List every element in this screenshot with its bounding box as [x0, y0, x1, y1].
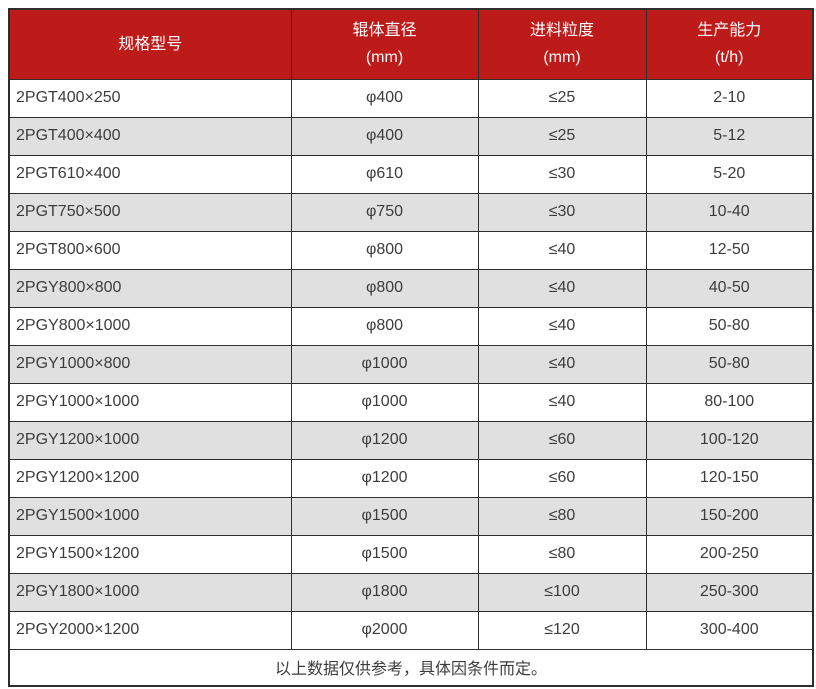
- capacity-cell: 10-40: [645, 192, 814, 232]
- model-cell: 2PGY1500×1000: [8, 496, 292, 536]
- feed-size-cell: ≤80: [477, 534, 647, 574]
- table-row: 2PGY800×800 φ800 ≤40 40-50: [8, 268, 814, 308]
- capacity-cell: 50-80: [645, 344, 814, 384]
- capacity-cell: 5-12: [645, 116, 814, 156]
- header-cell-feed-size: 进料粒度 (mm): [477, 8, 647, 80]
- capacity-cell: 200-250: [645, 534, 814, 574]
- table-row: 2PGY1800×1000 φ1800 ≤100 250-300: [8, 572, 814, 612]
- model-cell: 2PGY1500×1200: [8, 534, 292, 574]
- header-capacity-unit: (t/h): [715, 49, 744, 67]
- header-feed-size-title: 进料粒度: [529, 22, 594, 40]
- capacity-cell: 12-50: [645, 230, 814, 270]
- feed-size-cell: ≤40: [477, 268, 647, 308]
- roller-diameter-cell: φ1200: [290, 420, 479, 460]
- model-cell: 2PGY1200×1200: [8, 458, 292, 498]
- roller-diameter-cell: φ1200: [290, 458, 479, 498]
- table-row: 2PGT800×600 φ800 ≤40 12-50: [8, 230, 814, 270]
- feed-size-cell: ≤25: [477, 78, 647, 118]
- model-cell: 2PGY1000×800: [8, 344, 292, 384]
- capacity-cell: 100-120: [645, 420, 814, 460]
- capacity-cell: 150-200: [645, 496, 814, 536]
- roller-diameter-cell: φ1000: [290, 344, 479, 384]
- table-row: 2PGY2000×1200 φ2000 ≤120 300-400: [8, 610, 814, 650]
- model-cell: 2PGT400×250: [8, 78, 292, 118]
- header-roller-diameter-title: 辊体直径: [352, 22, 417, 40]
- model-cell: 2PGY2000×1200: [8, 610, 292, 650]
- header-feed-size-unit: (mm): [543, 49, 581, 67]
- roller-diameter-cell: φ800: [290, 268, 479, 308]
- table-row: 2PGY800×1000 φ800 ≤40 50-80: [8, 306, 814, 346]
- roller-diameter-cell: φ400: [290, 116, 479, 156]
- feed-size-cell: ≤40: [477, 230, 647, 270]
- table-row: 2PGY1000×800 φ1000 ≤40 50-80: [8, 344, 814, 384]
- capacity-cell: 40-50: [645, 268, 814, 308]
- table-row: 2PGY1200×1000 φ1200 ≤60 100-120: [8, 420, 814, 460]
- header-model-title: 规格型号: [118, 35, 183, 53]
- model-cell: 2PGT750×500: [8, 192, 292, 232]
- table-row: 2PGT750×500 φ750 ≤30 10-40: [8, 192, 814, 232]
- feed-size-cell: ≤30: [477, 154, 647, 194]
- spec-table-footer: 以上数据仅供参考，具体因条件而定。: [8, 648, 814, 687]
- feed-size-cell: ≤40: [477, 306, 647, 346]
- roller-diameter-cell: φ800: [290, 230, 479, 270]
- feed-size-cell: ≤120: [477, 610, 647, 650]
- spec-table: 规格型号 辊体直径 (mm) 进料粒度 (mm): [8, 8, 814, 687]
- table-row: 2PGY1500×1000 φ1500 ≤80 150-200: [8, 496, 814, 536]
- roller-diameter-cell: φ2000: [290, 610, 479, 650]
- table-row: 2PGY1200×1200 φ1200 ≤60 120-150: [8, 458, 814, 498]
- model-cell: 2PGY800×800: [8, 268, 292, 308]
- model-cell: 2PGY1800×1000: [8, 572, 292, 612]
- table-row: 2PGT400×250 φ400 ≤25 2-10: [8, 78, 814, 118]
- header-capacity-title: 生产能力: [697, 22, 762, 40]
- header-cell-roller-diameter: 辊体直径 (mm): [290, 8, 479, 80]
- spec-table-header: 规格型号 辊体直径 (mm) 进料粒度 (mm): [8, 8, 814, 80]
- feed-size-cell: ≤100: [477, 572, 647, 612]
- model-cell: 2PGY800×1000: [8, 306, 292, 346]
- header-row: 规格型号 辊体直径 (mm) 进料粒度 (mm): [8, 8, 814, 80]
- capacity-cell: 120-150: [645, 458, 814, 498]
- capacity-cell: 5-20: [645, 154, 814, 194]
- table-row: 2PGT400×400 φ400 ≤25 5-12: [8, 116, 814, 156]
- capacity-cell: 80-100: [645, 382, 814, 422]
- feed-size-cell: ≤60: [477, 458, 647, 498]
- roller-diameter-cell: φ610: [290, 154, 479, 194]
- spec-table-body: 2PGT400×250 φ400 ≤25 2-10 2PGT400×400 φ400 ≤25…: [8, 78, 814, 650]
- roller-diameter-cell: φ400: [290, 78, 479, 118]
- footer-note: 以上数据仅供参考，具体因条件而定。: [8, 648, 814, 687]
- model-cell: 2PGT610×400: [8, 154, 292, 194]
- table-row: 2PGT610×400 φ610 ≤30 5-20: [8, 154, 814, 194]
- model-cell: 2PGT400×400: [8, 116, 292, 156]
- header-cell-capacity: 生产能力 (t/h): [645, 8, 814, 80]
- feed-size-cell: ≤30: [477, 192, 647, 232]
- feed-size-cell: ≤40: [477, 344, 647, 384]
- header-cell-model: 规格型号: [8, 8, 292, 80]
- footer-row: 以上数据仅供参考，具体因条件而定。: [8, 648, 814, 687]
- model-cell: 2PGY1200×1000: [8, 420, 292, 460]
- roller-diameter-cell: φ1800: [290, 572, 479, 612]
- capacity-cell: 300-400: [645, 610, 814, 650]
- spec-table-container: 规格型号 辊体直径 (mm) 进料粒度 (mm): [8, 8, 814, 687]
- header-roller-diameter-unit: (mm): [365, 49, 404, 67]
- table-row: 2PGY1000×1000 φ1000 ≤40 80-100: [8, 382, 814, 422]
- feed-size-cell: ≤80: [477, 496, 647, 536]
- capacity-cell: 250-300: [645, 572, 814, 612]
- feed-size-cell: ≤60: [477, 420, 647, 460]
- capacity-cell: 2-10: [645, 78, 814, 118]
- roller-diameter-cell: φ800: [290, 306, 479, 346]
- roller-diameter-cell: φ1000: [290, 382, 479, 422]
- capacity-cell: 50-80: [645, 306, 814, 346]
- table-row: 2PGY1500×1200 φ1500 ≤80 200-250: [8, 534, 814, 574]
- model-cell: 2PGY1000×1000: [8, 382, 292, 422]
- roller-diameter-cell: φ1500: [290, 496, 479, 536]
- feed-size-cell: ≤25: [477, 116, 647, 156]
- model-cell: 2PGT800×600: [8, 230, 292, 270]
- roller-diameter-cell: φ1500: [290, 534, 479, 574]
- feed-size-cell: ≤40: [477, 382, 647, 422]
- roller-diameter-cell: φ750: [290, 192, 479, 232]
